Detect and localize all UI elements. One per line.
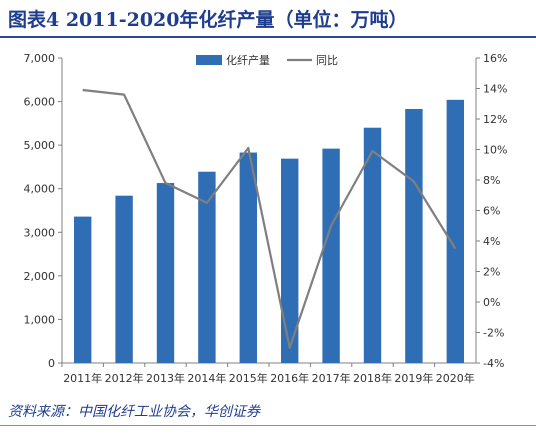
bottom-rule — [0, 425, 536, 426]
legend-swatch-bar — [196, 55, 222, 65]
chart-area: 0 1,000 2,000 3,000 4,000 5,000 6,000 7,000 -4% -… — [0, 38, 536, 398]
x-tick-label: 2015年 — [229, 371, 268, 385]
y-left-tick-label: 2,000 — [24, 270, 56, 283]
x-tick-label: 2017年 — [312, 371, 351, 385]
y-right-tick-label: -2% — [483, 327, 504, 340]
x-tick-label: 2018年 — [353, 371, 392, 385]
x-tick-label: 2014年 — [187, 371, 226, 385]
y-left-tick-label: 0 — [48, 357, 55, 370]
bar-2012年 — [115, 195, 133, 363]
chart-title: 图表4 2011-2020年化纤产量（单位：万吨） — [8, 9, 408, 31]
bar-2016年 — [281, 158, 299, 363]
bar-2015年 — [239, 152, 257, 363]
y-right-tick-label: 12% — [483, 113, 507, 126]
y-left-tick-label: 5,000 — [24, 139, 56, 152]
bar-2019年 — [405, 108, 423, 363]
y-right-tick-label: -4% — [483, 357, 504, 370]
x-tick-label: 2019年 — [394, 371, 433, 385]
legend-group: 化纤产量 同比 — [196, 53, 338, 67]
legend-label-bar: 化纤产量 — [226, 53, 270, 67]
yoy-line — [82, 88, 457, 349]
y-left-tick-label: 3,000 — [24, 226, 56, 239]
bar-2014年 — [198, 171, 216, 363]
y-right-tick-label: 16% — [483, 52, 507, 65]
bar-2011年 — [74, 216, 92, 363]
source-note: 资料来源：中国化纤工业协会，华创证券 — [8, 404, 260, 420]
y-left-tick-label: 1,000 — [24, 313, 56, 326]
x-tick-label: 2016年 — [270, 371, 309, 385]
line-group — [82, 88, 457, 349]
y-left-tick-label: 6,000 — [24, 96, 56, 109]
legend-label-line: 同比 — [316, 54, 338, 67]
y-right-tick-label: 10% — [483, 144, 507, 157]
x-tick-label: 2020年 — [436, 371, 475, 385]
y-right-tick-label: 2% — [483, 266, 500, 279]
y-right-tick-label: 14% — [483, 83, 507, 96]
chart-svg: 0 1,000 2,000 3,000 4,000 5,000 6,000 7,000 -4% -… — [24, 52, 508, 385]
x-tick-label: 2013年 — [146, 371, 185, 385]
title-rule — [0, 36, 536, 38]
ticks-group: 0 1,000 2,000 3,000 4,000 5,000 6,000 7,000 -4% -… — [24, 52, 508, 385]
bar-2017年 — [322, 148, 340, 363]
y-right-tick-label: 6% — [483, 205, 500, 218]
bar-2018年 — [363, 127, 382, 363]
y-right-tick-label: 0% — [483, 296, 500, 309]
y-right-tick-label: 8% — [483, 174, 500, 187]
y-left-tick-label: 4,000 — [24, 183, 56, 196]
x-tick-label: 2012年 — [105, 371, 144, 385]
y-right-tick-label: 4% — [483, 235, 500, 248]
bar-2013年 — [156, 183, 175, 363]
y-left-tick-label: 7,000 — [24, 52, 56, 65]
bars-group — [74, 99, 464, 364]
x-tick-label: 2011年 — [63, 371, 102, 385]
bar-2020年 — [446, 99, 464, 364]
